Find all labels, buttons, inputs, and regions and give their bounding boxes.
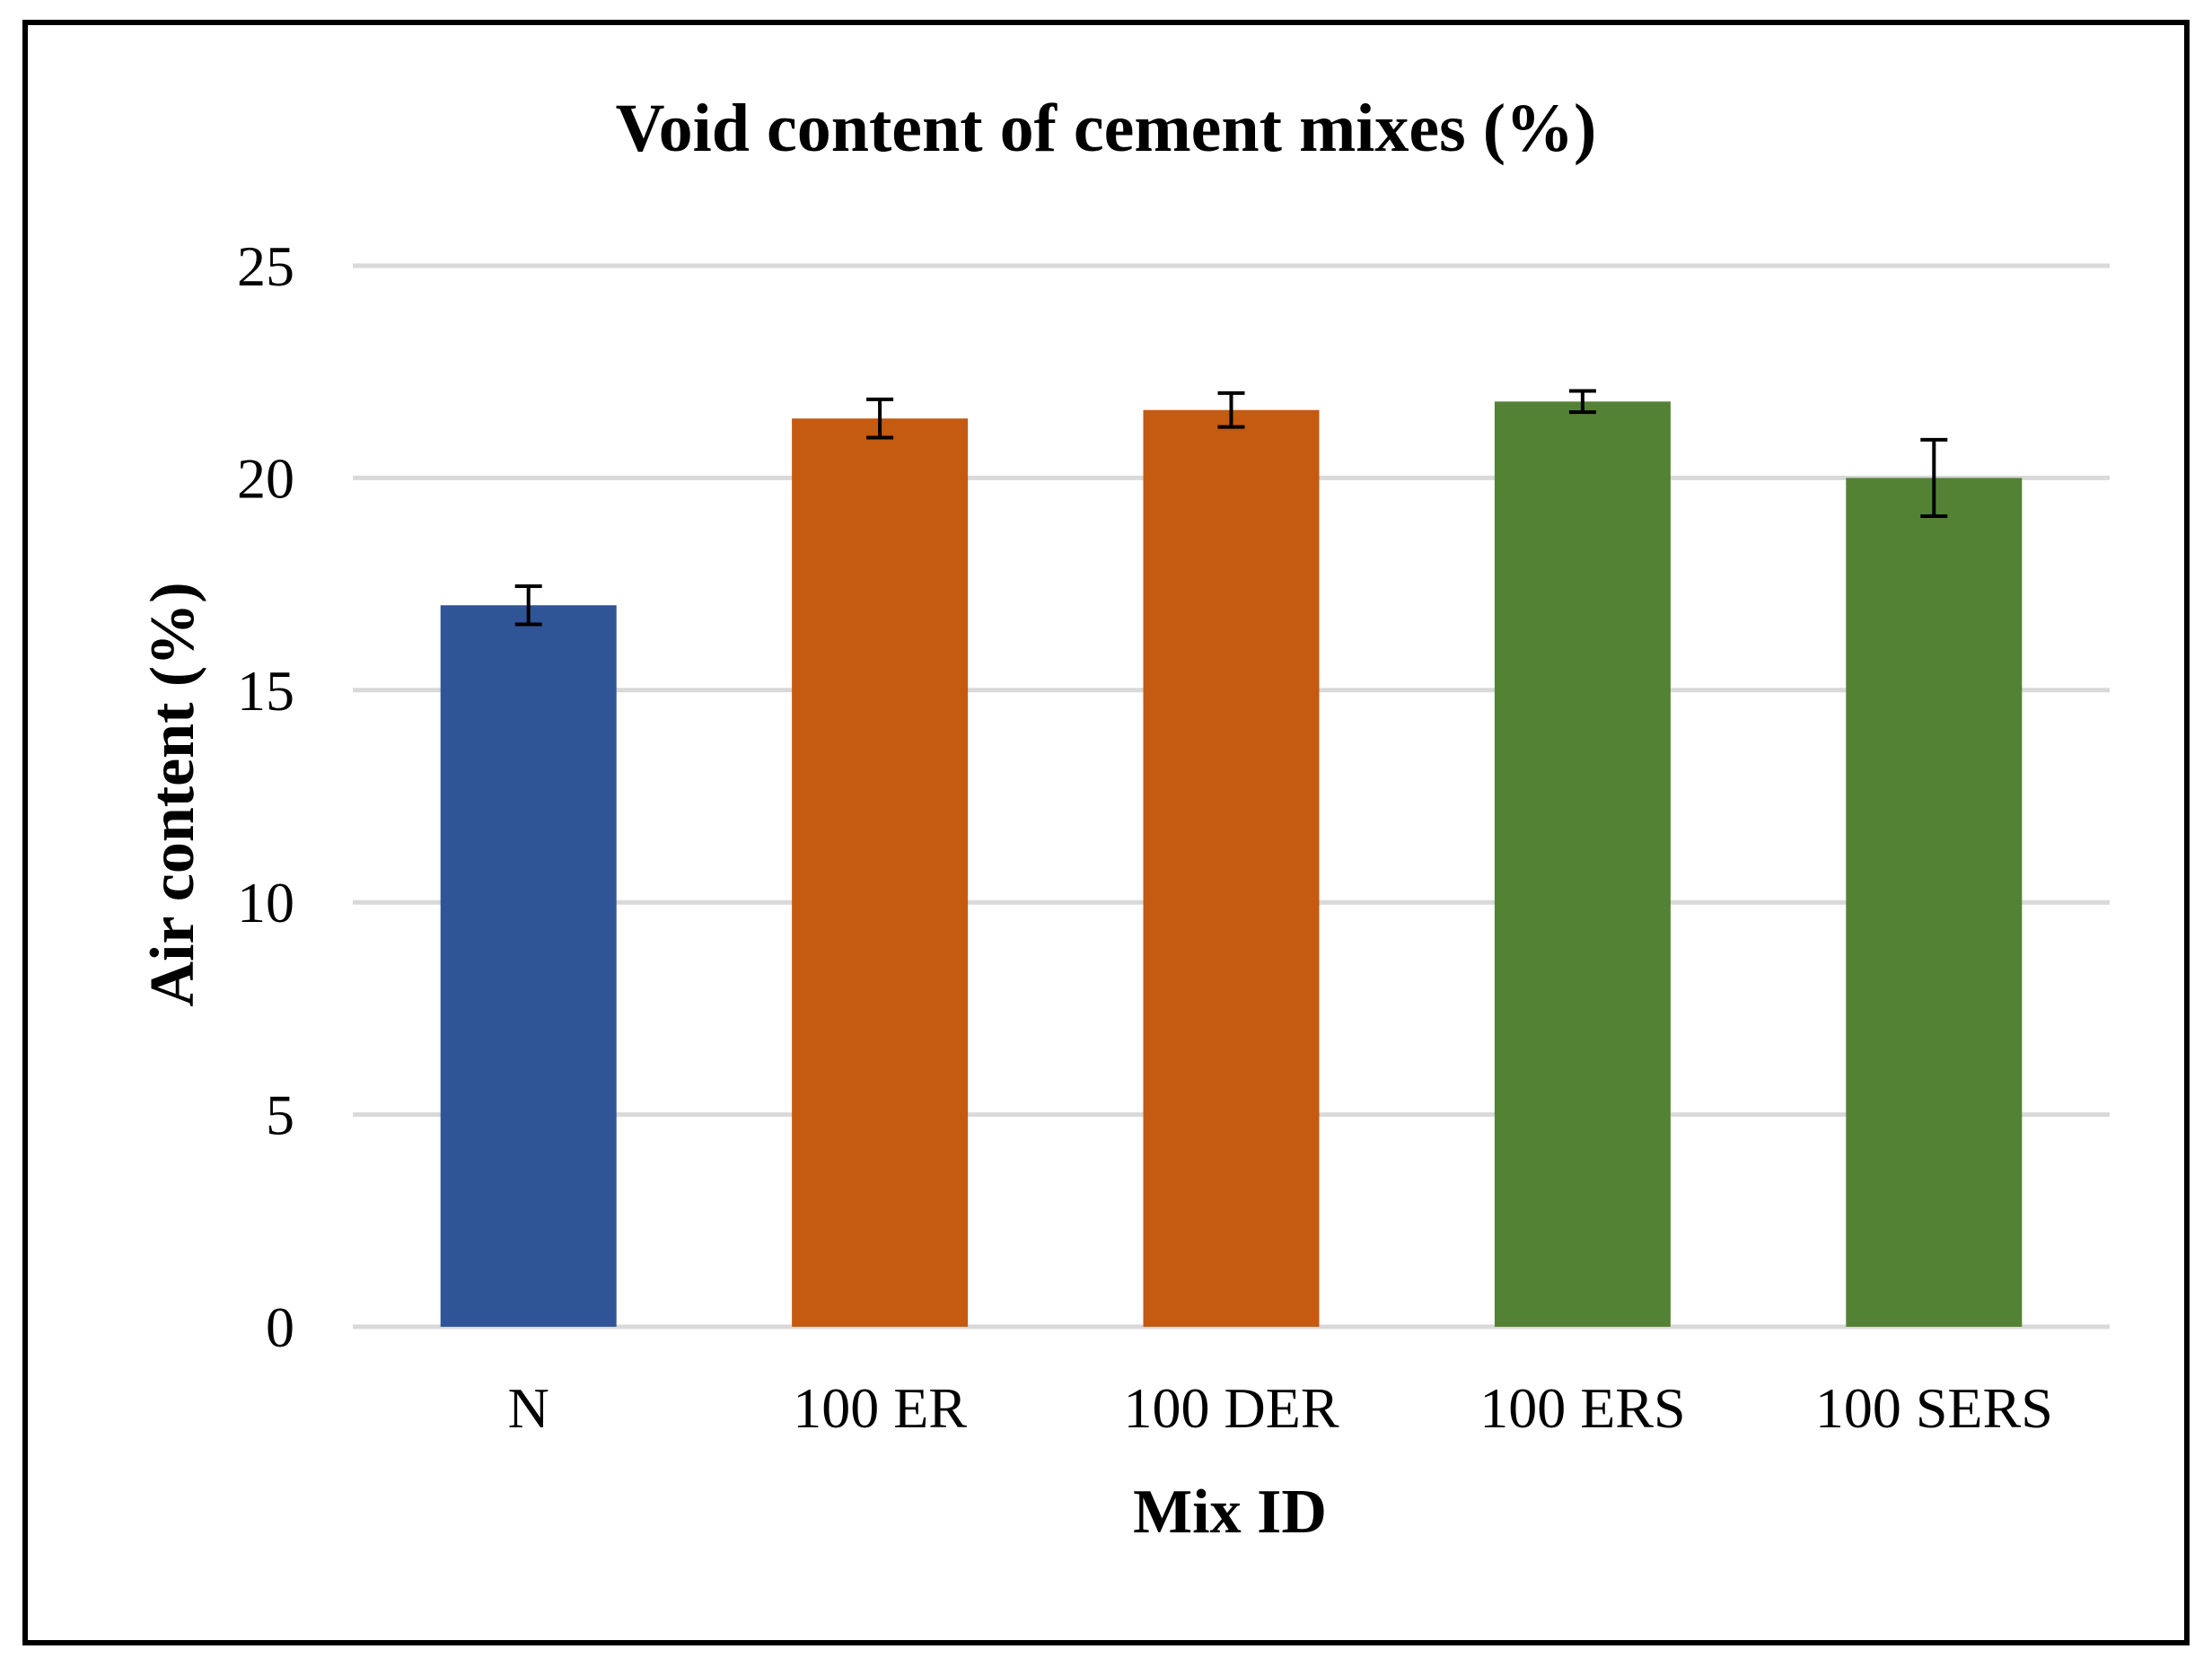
bar-100-der (1143, 409, 1320, 1327)
bar-n (440, 605, 617, 1327)
y-tick-label-10: 10 (237, 871, 294, 934)
y-axis-tick-labels: 0 5 10 15 20 25 (237, 234, 294, 1359)
x-tick-label-100-er: 100 ER (793, 1376, 967, 1440)
error-bar-100-ers (1568, 389, 1596, 415)
error-bar-100-er (866, 397, 894, 440)
chart-frame (22, 20, 2190, 1645)
error-bar-100-sers (1920, 437, 1948, 518)
error-bar-n (514, 583, 542, 627)
y-tick-label-25: 25 (237, 234, 294, 298)
x-tick-label-n: N (508, 1376, 549, 1440)
bar-100-sers (1846, 478, 2023, 1327)
x-tick-label-100-ers: 100 ERS (1479, 1376, 1685, 1440)
bar-100-ers (1494, 401, 1671, 1327)
bars (440, 401, 2023, 1327)
x-axis-title: Mix ID (1133, 1478, 1327, 1547)
y-tick-label-5: 5 (266, 1084, 294, 1147)
error-bars (514, 389, 1948, 627)
y-axis-title: Air content (%) (138, 582, 207, 1006)
y-tick-label-20: 20 (237, 446, 294, 510)
error-bar-100-der (1217, 390, 1245, 429)
y-tick-label-15: 15 (237, 659, 294, 723)
bar-100-er (792, 418, 969, 1327)
x-tick-label-100-sers: 100 SERS (1815, 1376, 2053, 1440)
x-tick-label-100-der: 100 DER (1124, 1376, 1339, 1440)
chart-title: Void content of cement mixes (%) (616, 91, 1597, 166)
x-axis-tick-labels: N 100 ER 100 DER 100 ERS 100 SERS (508, 1376, 2053, 1440)
y-tick-label-0: 0 (266, 1295, 294, 1359)
